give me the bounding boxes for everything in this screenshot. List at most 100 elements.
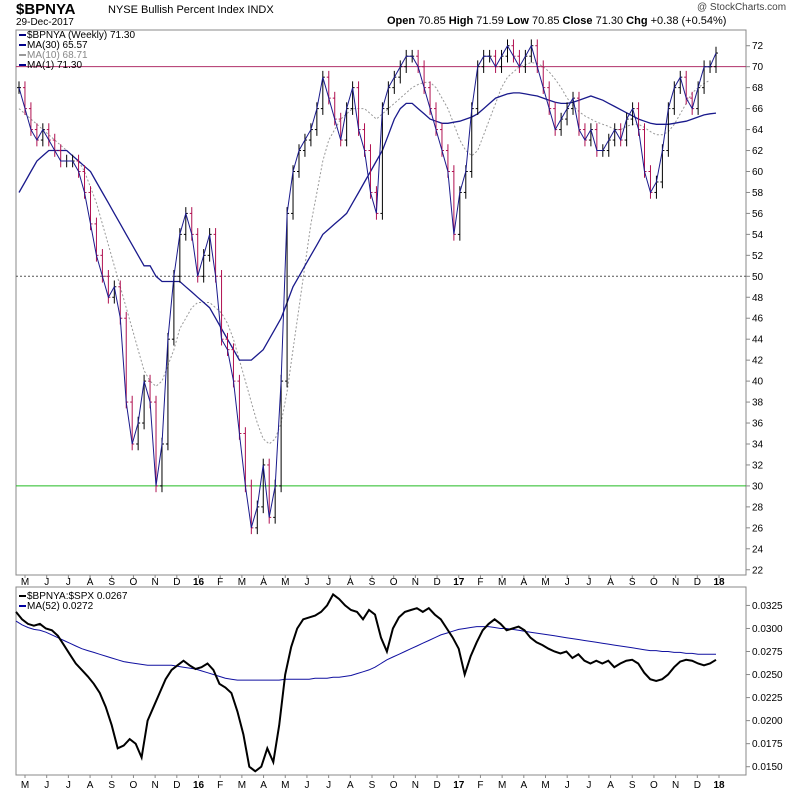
y-tick-label: 0.0300 [752,624,783,635]
x-tick-label: M [498,577,506,588]
x-tick-label: S [369,780,376,791]
x-tick-label: M [21,577,29,588]
x-tick-label: A [520,577,527,588]
brand-watermark: @ StockCharts.com [697,2,787,13]
legend-swatch [19,44,26,47]
x-tick-label: 17 [453,780,465,791]
x-tick-label: M [541,780,549,791]
y-tick-label: 28 [752,502,764,513]
legend-swatch [19,64,26,67]
legend-entry-price: $BPNYA (Weekly) 71.30 [19,31,135,41]
y-tick-label: 54 [752,230,764,241]
y-tick-label: 38 [752,398,764,409]
x-tick-label: F [477,780,483,791]
legend-swatch [19,595,26,598]
x-tick-label: J [44,577,49,588]
x-tick-label: A [260,780,267,791]
y-tick-label: 44 [752,335,764,346]
legend-label: $BPNYA (Weekly) 71.30 [27,30,136,41]
y-tick-label: 52 [752,251,764,262]
y-tick-label: 56 [752,209,764,220]
x-tick-label: D [173,577,180,588]
y-tick-label: 50 [752,272,764,283]
y-tick-label: 26 [752,523,764,534]
y-tick-label: 22 [752,565,764,576]
x-tick-label: N [412,577,419,588]
legend-label: MA(10) 68.71 [27,50,88,61]
legend-entry-ratio: $BPNYA:$SPX 0.0267 [19,592,127,602]
x-tick-label: M [498,780,506,791]
legend-entry-ma30: MA(30) 65.57 [19,41,135,51]
y-tick-label: 0.0225 [752,693,783,704]
y-tick-label: 36 [752,419,764,430]
x-tick-label: J [304,577,309,588]
legend-label: MA(1) 71.30 [27,60,83,71]
x-tick-label: S [629,577,636,588]
legend-swatch [19,54,26,57]
x-tick-label: M [238,780,246,791]
y-tick-label: 40 [752,377,764,388]
open-label: Open [387,15,416,27]
x-tick-label: M [281,780,289,791]
chart-subtitle: NYSE Bullish Percent Index INDX [108,4,274,16]
x-tick-label: A [260,577,267,588]
x-tick-label: O [390,577,398,588]
exchange-label: INDX [247,4,274,16]
x-tick-label: N [412,780,419,791]
x-tick-label: A [607,780,614,791]
ratio-line [15,592,717,773]
x-tick-label: S [108,780,115,791]
x-tick-label: F [217,780,223,791]
x-tick-label: J [565,577,570,588]
high-label: High [448,15,474,27]
legend-swatch [19,605,26,608]
y-tick-label: 60 [752,167,764,178]
x-tick-label: J [66,780,71,791]
legend-entry-ma1: MA(1) 71.30 [19,61,135,71]
chg-value: +0.38 (+0.54%) [650,15,727,27]
ma30-line [18,92,717,361]
x-tick-label: M [281,577,289,588]
y-tick-label: 0.0200 [752,716,783,727]
x-tick-label: J [565,780,570,791]
x-tick-label: N [672,780,679,791]
x-tick-label: A [87,577,94,588]
x-tick-label: A [607,577,614,588]
x-tick-label: A [520,780,527,791]
x-tick-label: O [390,780,398,791]
y-tick-label: 34 [752,439,764,450]
x-tick-label: N [152,780,159,791]
x-tick-label: O [130,577,138,588]
x-tick-label: S [369,577,376,588]
x-tick-label: 18 [713,577,725,588]
x-tick-label: J [326,577,331,588]
x-tick-label: N [672,577,679,588]
high-value: 71.59 [476,15,504,27]
x-tick-label: M [541,577,549,588]
y-tick-label: 48 [752,293,764,304]
y-tick-label: 70 [752,62,764,73]
close-value: 71.30 [595,15,624,27]
close-label: Close [562,15,593,27]
y-tick-label: 68 [752,83,764,94]
legend-label: $BPNYA:$SPX 0.0267 [27,591,128,602]
x-tick-label: J [586,780,591,791]
legend-label: MA(30) 65.57 [27,40,88,51]
x-tick-label: S [629,780,636,791]
x-tick-label: O [650,780,658,791]
y-tick-label: 42 [752,356,764,367]
chart-date: 29-Dec-2017 [16,17,74,28]
x-tick-label: S [108,577,115,588]
x-tick-label: A [347,577,354,588]
x-tick-label: D [694,780,701,791]
legend-entry-ma52: MA(52) 0.0272 [19,602,127,612]
chart-symbol: $BPNYA [16,1,76,18]
x-tick-label: O [650,577,658,588]
x-tick-label: A [87,780,94,791]
legend-label: MA(52) 0.0272 [27,601,94,612]
x-tick-label: 17 [453,577,465,588]
low-label: Low [506,15,529,27]
x-tick-label: J [326,780,331,791]
x-tick-label: O [130,780,138,791]
ratio-panel-frame [15,586,747,776]
